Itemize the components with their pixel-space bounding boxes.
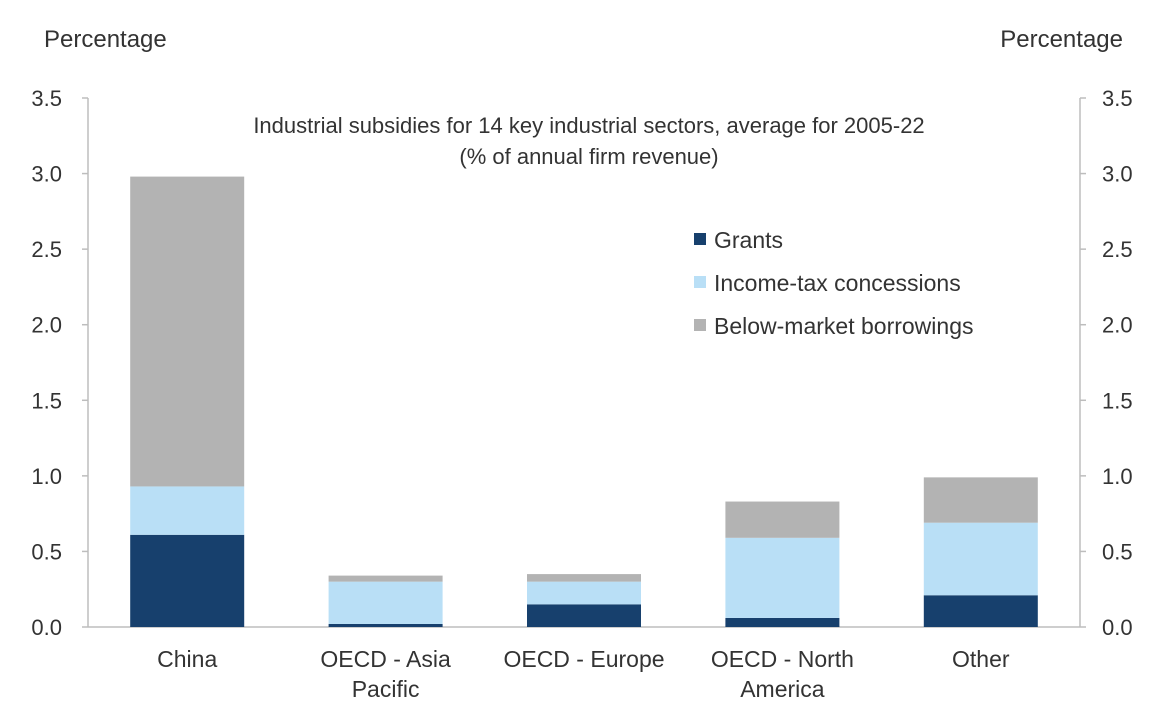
bar-grants-2 — [527, 604, 641, 627]
legend-swatch — [694, 233, 706, 245]
right-tick-label: 2.5 — [1102, 237, 1133, 262]
left-tick-label: 1.5 — [31, 388, 62, 413]
bar-income-tax-concessions-3 — [725, 537, 840, 618]
category-label: Other — [952, 646, 1010, 672]
left-tick-label: 3.0 — [31, 162, 62, 187]
chart-title: Industrial subsidies for 14 key industri… — [253, 113, 924, 138]
right-tick-label: 2.0 — [1102, 313, 1133, 338]
left-tick-label: 0.0 — [31, 615, 62, 640]
bar-below-market-borrowings-3 — [725, 501, 840, 538]
category-label: OECD - North — [711, 646, 854, 672]
category-label: OECD - Europe — [503, 646, 664, 672]
bars — [130, 176, 1038, 627]
bar-below-market-borrowings-4 — [923, 477, 1038, 523]
category-label: Pacific — [352, 676, 420, 702]
right-tick-label: 0.5 — [1102, 539, 1133, 564]
bar-income-tax-concessions-1 — [328, 581, 443, 624]
right-tick-label: 3.0 — [1102, 162, 1133, 187]
bar-below-market-borrowings-1 — [328, 575, 443, 582]
bar-below-market-borrowings-2 — [527, 574, 641, 582]
left-tick-label: 3.5 — [31, 86, 62, 111]
right-tick-label: 3.5 — [1102, 86, 1133, 111]
right-tick-label: 1.5 — [1102, 388, 1133, 413]
category-labels: China OECD - Asia Pacific OECD - Europe OECD… — [157, 646, 1010, 702]
category-label: OECD - Asia — [320, 646, 451, 672]
legend-label: Below-market borrowings — [714, 313, 973, 339]
legend-swatch — [694, 319, 706, 331]
left-tick-label: 2.0 — [31, 313, 62, 338]
right-tick-label: 1.0 — [1102, 464, 1133, 489]
bar-income-tax-concessions-0 — [130, 486, 245, 535]
legend-label: Grants — [714, 227, 783, 253]
right-tick-label: 0.0 — [1102, 615, 1133, 640]
legend-label: Income-tax concessions — [714, 270, 961, 296]
bar-grants-4 — [923, 595, 1038, 627]
left-axis-unit: Percentage — [44, 26, 167, 53]
bar-below-market-borrowings-0 — [130, 176, 245, 487]
right-axis-unit: Percentage — [1000, 26, 1123, 53]
bar-income-tax-concessions-4 — [923, 522, 1038, 596]
left-tick-label: 1.0 — [31, 464, 62, 489]
category-label: China — [157, 646, 217, 672]
left-tick-label: 0.5 — [31, 539, 62, 564]
bar-grants-3 — [725, 617, 840, 627]
legend-swatch — [694, 276, 706, 288]
left-y-ticks: 0.0 0.5 1.0 1.5 2.0 2.5 3.0 3.5 — [31, 86, 88, 640]
bar-income-tax-concessions-2 — [527, 581, 641, 605]
legend: Grants Income-tax concessions Below-market… — [694, 227, 973, 339]
right-y-ticks: 0.0 0.5 1.0 1.5 2.0 2.5 3.0 3.5 — [1080, 86, 1133, 640]
bar-grants-1 — [328, 623, 443, 627]
left-tick-label: 2.5 — [31, 237, 62, 262]
chart-subtitle: (% of annual firm revenue) — [459, 144, 718, 169]
bar-grants-0 — [130, 534, 245, 627]
category-label: America — [740, 676, 825, 702]
